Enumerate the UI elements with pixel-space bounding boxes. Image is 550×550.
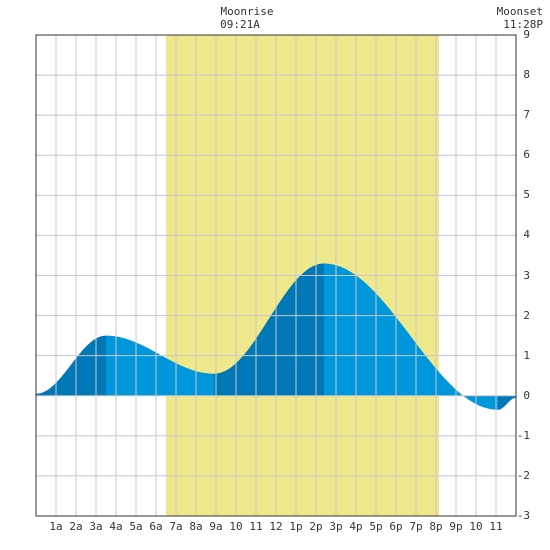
x-tick-label: 3a (89, 520, 103, 533)
moonset-label: Moonset (496, 5, 543, 18)
x-tick-label: 7p (409, 520, 423, 533)
y-tick-label: -3 (516, 509, 530, 522)
x-tick-label: 9a (209, 520, 223, 533)
x-tick-label: 2p (309, 520, 323, 533)
tide-area-rising (36, 335, 106, 396)
x-tick-label: 9p (449, 520, 463, 533)
x-tick-label: 3p (329, 520, 343, 533)
x-tick-label: 6a (149, 520, 163, 533)
y-tick-label: -2 (516, 468, 530, 482)
tide-area-rising (498, 395, 516, 410)
x-tick-label: 7a (169, 520, 183, 533)
moonset-time: 11:28P (503, 18, 543, 31)
y-tick-label: 8 (523, 68, 530, 82)
y-tick-label: -1 (516, 428, 530, 442)
y-tick-label: 9 (523, 28, 530, 41)
x-tick-label: 6p (389, 520, 403, 533)
y-tick-label: 5 (523, 188, 530, 202)
y-tick-label: 0 (523, 388, 530, 402)
x-tick-label: 11 (249, 520, 263, 533)
x-tick-label: 5p (369, 520, 383, 533)
plot-frame (35, 34, 517, 517)
x-tick-label: 8a (189, 520, 203, 533)
x-tick-label: 10 (469, 520, 483, 533)
x-tick-label: 8p (429, 520, 443, 533)
y-tick-label: 6 (523, 148, 530, 162)
x-tick-label: 5a (129, 520, 143, 533)
tide-area-falling (324, 263, 498, 410)
x-tick-label: 1a (49, 520, 63, 533)
tide-area-falling (106, 335, 214, 396)
x-tick-label: 1p (289, 520, 303, 533)
x-tick-label: 4p (349, 520, 363, 533)
moonrise-time: 09:21A (220, 18, 260, 31)
y-tick-label: 7 (523, 108, 530, 122)
x-tick-label: 11 (489, 520, 503, 533)
y-tick-label: 1 (523, 348, 530, 362)
y-tick-label: 2 (523, 308, 530, 322)
y-tick-label: 3 (523, 268, 530, 282)
x-tick-label: 12 (269, 520, 283, 533)
y-tick-label: 4 (523, 228, 530, 242)
x-tick-label: 10 (229, 520, 243, 533)
x-tick-label: 2a (69, 520, 83, 533)
x-tick-label: 4a (109, 520, 123, 533)
moonrise-label: Moonrise (220, 5, 274, 18)
